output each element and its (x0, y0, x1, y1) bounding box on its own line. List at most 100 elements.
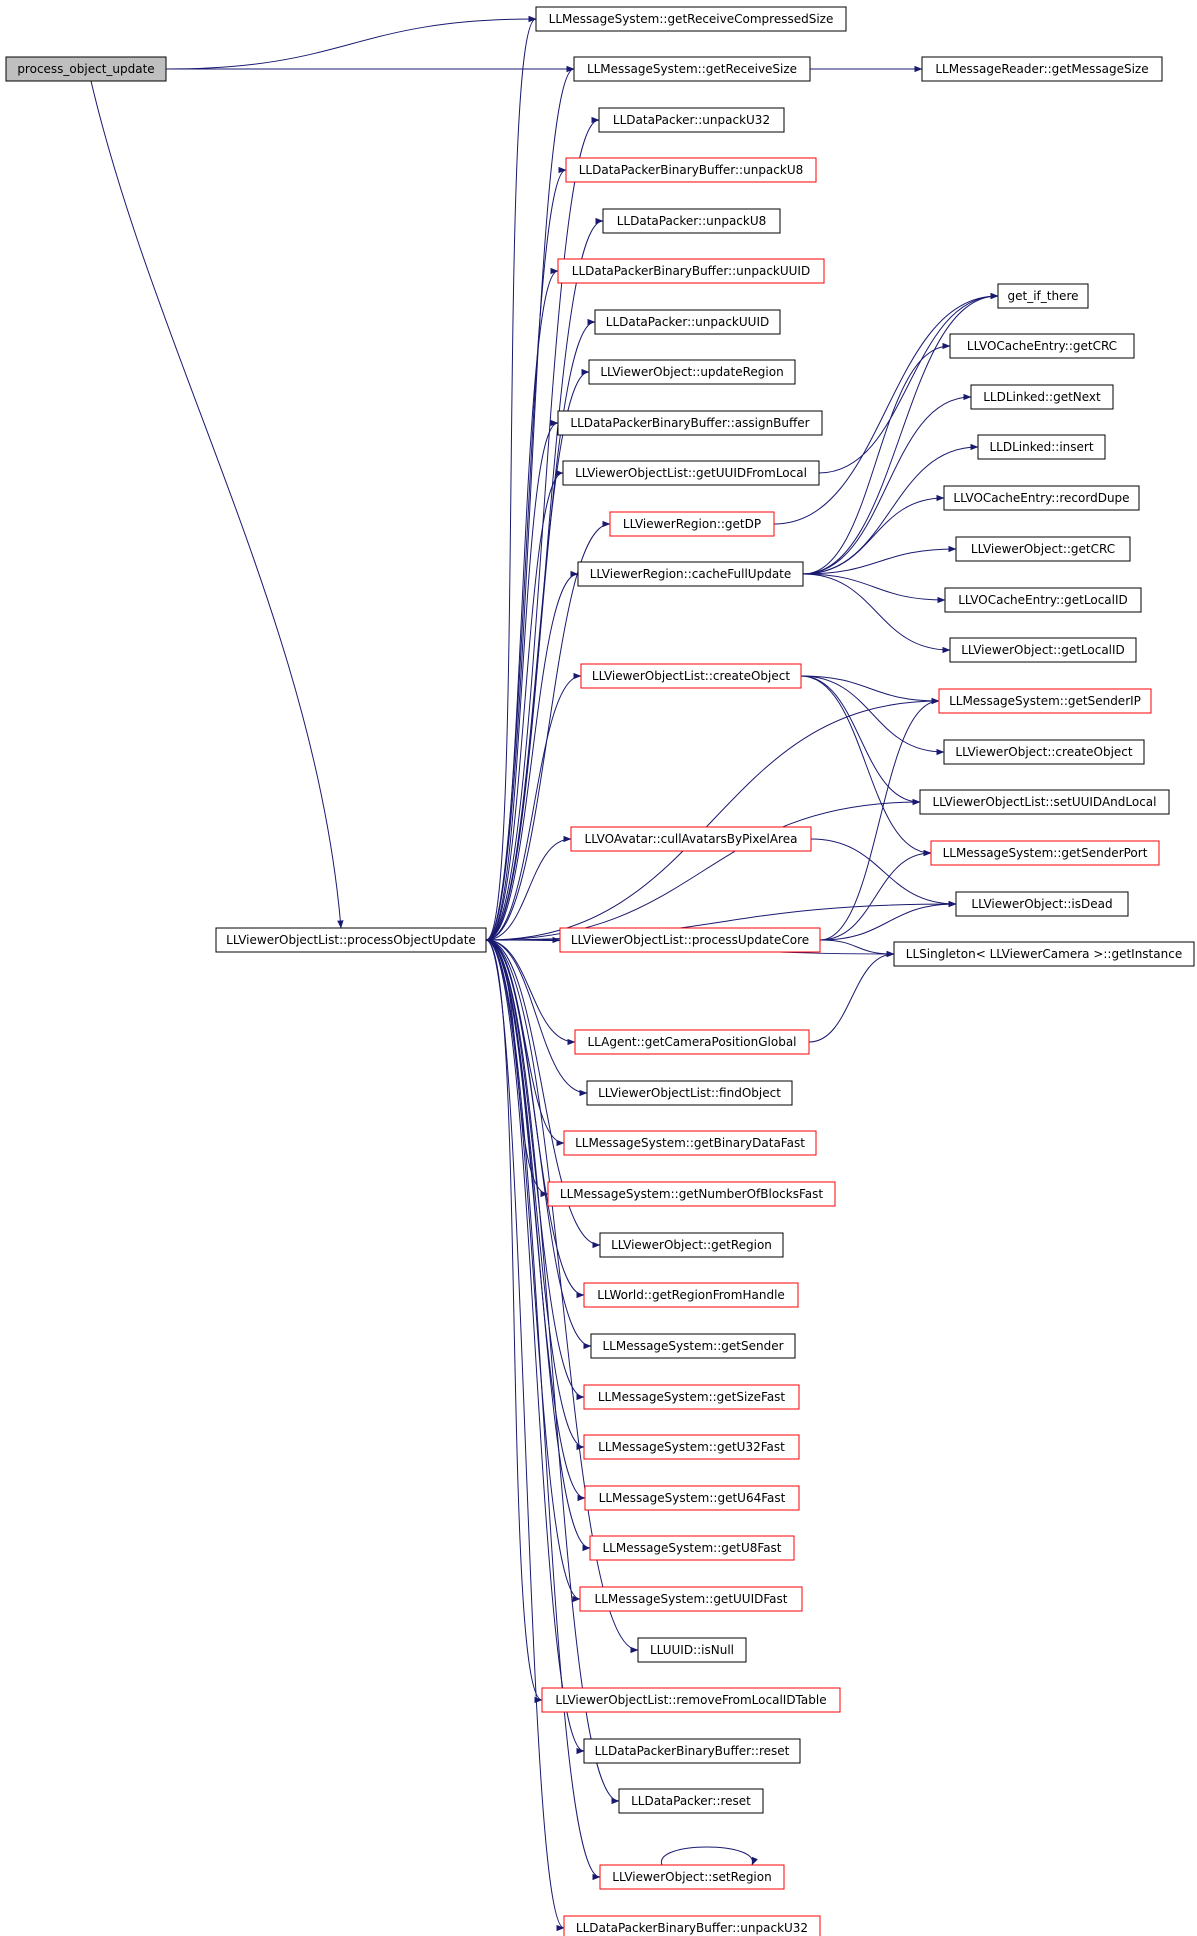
node-processObjectUpdate[interactable]: LLViewerObjectList::processObjectUpdate (215, 927, 487, 953)
node-assignBuffer[interactable]: LLDataPackerBinaryBuffer::assignBuffer (557, 410, 823, 436)
edge-processObjectUpdate-to-setRegion (485, 939, 601, 1881)
node-getU8Fast[interactable]: LLMessageSystem::getU8Fast (589, 1535, 795, 1561)
node-unpackU32[interactable]: LLDataPacker::unpackU32 (598, 107, 785, 133)
node-bb_unpackU8[interactable]: LLDataPackerBinaryBuffer::unpackU8 (565, 157, 817, 183)
node-bb_unpackUUID[interactable]: LLDataPackerBinaryBuffer::unpackUUID (557, 258, 825, 284)
node-dp_reset[interactable]: LLDataPacker::reset (618, 1788, 764, 1814)
node-setUUIDAndLocal[interactable]: LLViewerObjectList::setUUIDAndLocal (919, 789, 1170, 815)
node-label: LLDataPackerBinaryBuffer::unpackU32 (576, 1921, 808, 1935)
node-vo_getLocalID[interactable]: LLViewerObject::getLocalID (949, 637, 1137, 663)
edge-processObjectUpdate-to-dp_reset (485, 939, 620, 1805)
edge-process_object_update-to-processObjectUpdate (90, 80, 344, 929)
node-getSenderIP[interactable]: LLMessageSystem::getSenderIP (938, 688, 1152, 714)
node-getInstance[interactable]: LLSingleton< LLViewerCamera >::getInstan… (893, 941, 1195, 967)
node-box (573, 56, 811, 82)
edge-processObjectUpdate-to-getReceiveCompressedSize (485, 15, 537, 941)
node-unpackUUID[interactable]: LLDataPacker::unpackUUID (594, 309, 781, 335)
node-getDP[interactable]: LLViewerRegion::getDP (609, 511, 775, 537)
node-cullAvatars[interactable]: LLVOAvatar::cullAvatarsByPixelArea (570, 826, 812, 852)
node-box (535, 6, 847, 32)
node-processUpdateCore[interactable]: LLViewerObjectList::processUpdateCore (559, 927, 821, 953)
node-ce_getCRC[interactable]: LLVOCacheEntry::getCRC (949, 333, 1135, 359)
node-box (949, 637, 1137, 663)
node-box (938, 688, 1152, 714)
node-getReceiveSize[interactable]: LLMessageSystem::getReceiveSize (573, 56, 811, 82)
node-setRegion[interactable]: LLViewerObject::setRegion (599, 1864, 785, 1890)
node-box (977, 434, 1106, 460)
node-box (955, 891, 1129, 917)
node-label: LLViewerObjectList::getUUIDFromLocal (575, 466, 807, 480)
edge-processObjectUpdate-to-setUUIDAndLocal (485, 798, 921, 941)
node-recordDupe[interactable]: LLVOCacheEntry::recordDupe (943, 485, 1140, 511)
node-removeFromLocalIDTable[interactable]: LLViewerObjectList::removeFromLocalIDTab… (541, 1687, 841, 1713)
node-getSender[interactable]: LLMessageSystem::getSender (590, 1333, 796, 1359)
node-updateRegion[interactable]: LLViewerObject::updateRegion (588, 359, 796, 385)
node-label: LLVOAvatar::cullAvatarsByPixelArea (585, 832, 798, 846)
edge-processObjectUpdate-to-bb_unpackU8 (485, 166, 567, 941)
node-getCameraPositionGlobal[interactable]: LLAgent::getCameraPositionGlobal (574, 1029, 810, 1055)
node-getNumberOfBlocksFast[interactable]: LLMessageSystem::getNumberOfBlocksFast (547, 1181, 836, 1207)
node-box (955, 536, 1131, 562)
node-label: LLViewerObject::getLocalID (961, 643, 1125, 657)
node-unpackU8[interactable]: LLDataPacker::unpackU8 (602, 208, 781, 234)
node-label: LLViewerRegion::cacheFullUpdate (590, 567, 792, 581)
edge-getDP-to-get_if_there (773, 292, 999, 525)
node-label: LLVOCacheEntry::getLocalID (958, 593, 1128, 607)
edge-process_object_update-to-getReceiveCompressedSize (165, 15, 537, 70)
edge-processObjectUpdate-to-getUUIDFast (485, 939, 581, 1603)
node-getRegionFromHandle[interactable]: LLWorld::getRegionFromHandle (583, 1282, 799, 1308)
node-box (583, 1282, 799, 1308)
node-createObject[interactable]: LLViewerObjectList::createObject (580, 663, 802, 689)
node-cacheFullUpdate[interactable]: LLViewerRegion::cacheFullUpdate (577, 561, 804, 587)
node-label: LLViewerObjectList::removeFromLocalIDTab… (555, 1693, 826, 1707)
node-label: LLViewerObject::isDead (971, 897, 1112, 911)
node-process_object_update[interactable]: process_object_update (5, 56, 167, 82)
edge-getUUIDFromLocal-to-get_if_there (818, 292, 999, 474)
node-label: LLViewerObjectList::processUpdateCore (571, 933, 809, 947)
node-getUUIDFast[interactable]: LLMessageSystem::getUUIDFast (579, 1586, 803, 1612)
edge-processObjectUpdate-to-getSizeFast (485, 939, 585, 1401)
node-get_if_there[interactable]: get_if_there (997, 283, 1089, 309)
node-insert[interactable]: LLDLinked::insert (977, 434, 1106, 460)
node-findObject[interactable]: LLViewerObjectList::findObject (586, 1080, 793, 1106)
edge-processObjectUpdate-to-assignBuffer (485, 419, 559, 941)
edge-processObjectUpdate-to-bb_reset (485, 939, 585, 1755)
node-box (598, 107, 785, 133)
node-label: LLVOCacheEntry::getCRC (967, 339, 1117, 353)
node-label: LLViewerObjectList::findObject (598, 1086, 781, 1100)
node-box (594, 309, 781, 335)
nodes-layer: process_object_updateLLMessageSystem::ge… (5, 6, 1195, 1936)
node-vo_createObject[interactable]: LLViewerObject::createObject (943, 739, 1145, 765)
node-getBinaryDataFast[interactable]: LLMessageSystem::getBinaryDataFast (563, 1130, 817, 1156)
node-label: LLMessageSystem::getSender (602, 1339, 783, 1353)
node-getU64Fast[interactable]: LLMessageSystem::getU64Fast (584, 1485, 800, 1511)
node-bb_reset[interactable]: LLDataPackerBinaryBuffer::reset (583, 1738, 801, 1764)
node-isDead[interactable]: LLViewerObject::isDead (955, 891, 1129, 917)
node-getMessageSize[interactable]: LLMessageReader::getMessageSize (921, 56, 1163, 82)
edge-processObjectUpdate-to-bb_unpackU32 (485, 939, 565, 1932)
node-getNext[interactable]: LLDLinked::getNext (970, 384, 1114, 410)
node-getRegion[interactable]: LLViewerObject::getRegion (599, 1232, 784, 1258)
edge-cacheFullUpdate-to-getNext (802, 393, 972, 575)
node-label: LLViewerObject::getRegion (611, 1238, 772, 1252)
edge-getCameraPositionGlobal-to-getInstance (808, 950, 895, 1043)
node-getU32Fast[interactable]: LLMessageSystem::getU32Fast (583, 1434, 800, 1460)
node-getUUIDFromLocal[interactable]: LLViewerObjectList::getUUIDFromLocal (562, 460, 820, 486)
node-label: LLViewerObject::setRegion (612, 1870, 771, 1884)
node-getSenderPort[interactable]: LLMessageSystem::getSenderPort (930, 840, 1160, 866)
edge-cacheFullUpdate-to-ce_getCRC (802, 342, 951, 575)
node-isNull[interactable]: LLUUID::isNull (637, 1637, 747, 1663)
node-box (944, 587, 1142, 613)
edge-cacheFullUpdate-to-ce_getLocalID (802, 573, 946, 604)
node-box (557, 410, 823, 436)
node-getSizeFast[interactable]: LLMessageSystem::getSizeFast (583, 1384, 800, 1410)
node-label: LLAgent::getCameraPositionGlobal (587, 1035, 796, 1049)
node-vo_getCRC[interactable]: LLViewerObject::getCRC (955, 536, 1131, 562)
node-getReceiveCompressedSize[interactable]: LLMessageSystem::getReceiveCompressedSiz… (535, 6, 847, 32)
node-label: LLDataPackerBinaryBuffer::unpackUUID (572, 264, 810, 278)
node-label: LLDLinked::insert (989, 440, 1093, 454)
node-ce_getLocalID[interactable]: LLVOCacheEntry::getLocalID (944, 587, 1142, 613)
node-bb_unpackU32[interactable]: LLDataPackerBinaryBuffer::unpackU32 (563, 1915, 821, 1936)
node-label: LLDataPacker::reset (631, 1794, 751, 1808)
node-box (609, 511, 775, 537)
